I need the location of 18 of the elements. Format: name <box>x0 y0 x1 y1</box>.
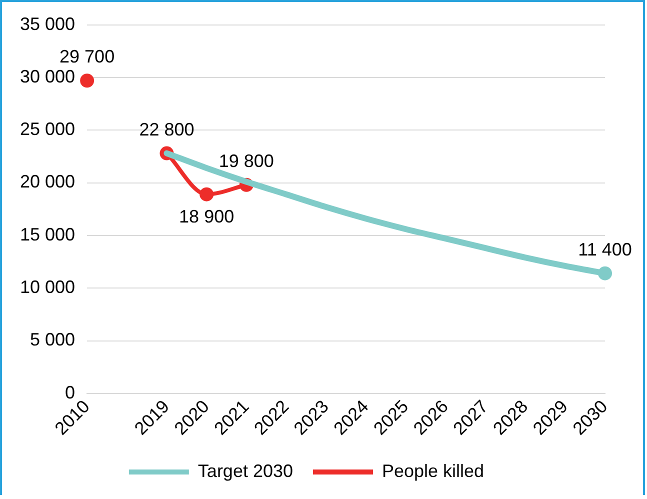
data-label: 11 400 <box>578 239 632 260</box>
point <box>80 74 94 88</box>
legend-label: Target 2030 <box>198 460 294 481</box>
point <box>200 187 214 202</box>
y-tick-label: 35 000 <box>20 14 76 34</box>
y-tick-label: 20 000 <box>20 172 76 192</box>
y-tick-label: 25 000 <box>20 119 76 140</box>
y-tick-label: 5 000 <box>30 330 76 350</box>
data-label: 19 800 <box>218 150 274 171</box>
legend-label: People killed <box>382 460 484 481</box>
data-label: 29 700 <box>60 46 115 67</box>
point <box>598 266 612 280</box>
y-tick-label: 15 000 <box>20 224 76 244</box>
y-tick-label: 10 000 <box>20 277 76 298</box>
y-tick-label: 30 000 <box>20 66 76 86</box>
data-label: 22 800 <box>139 119 194 140</box>
y-tick-label: 0 <box>65 382 76 402</box>
data-label: 18 900 <box>179 206 234 226</box>
